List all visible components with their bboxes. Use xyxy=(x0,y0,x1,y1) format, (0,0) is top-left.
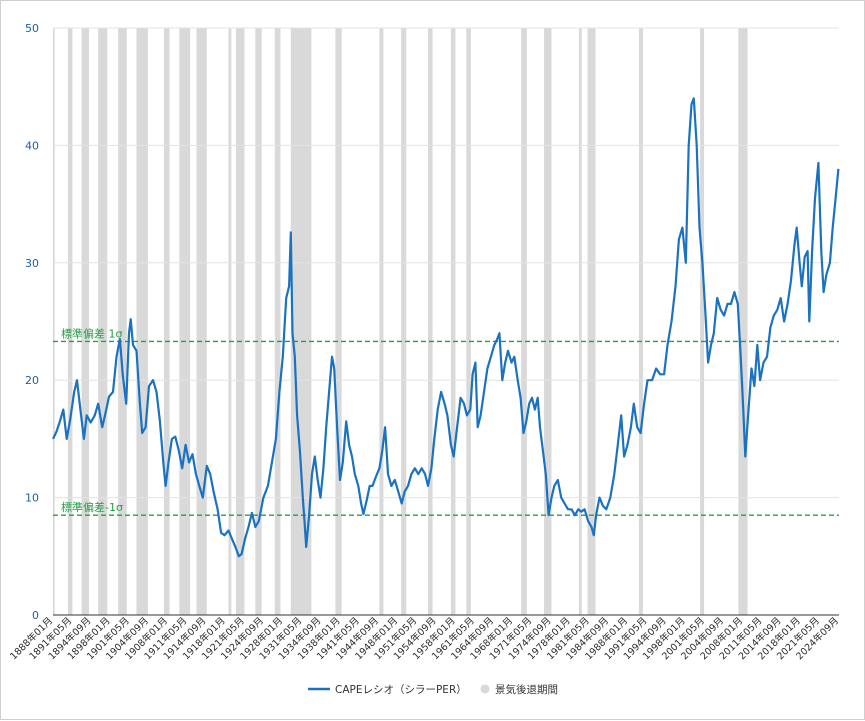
recession-band xyxy=(578,28,582,615)
reference-lines: 標準偏差 1σ 標準偏差-1σ xyxy=(53,326,839,516)
recession-band xyxy=(379,28,384,615)
y-tick-label: 30 xyxy=(25,257,39,270)
horizontal-gridlines xyxy=(53,27,839,616)
recession-band xyxy=(427,28,433,615)
legend-recession-label: 景気後退期間 xyxy=(495,683,558,696)
recession-band xyxy=(587,28,596,615)
recession-band xyxy=(118,28,127,615)
recession-band xyxy=(235,28,245,615)
recession-band xyxy=(335,28,342,615)
recession-band xyxy=(67,28,73,615)
recession-band xyxy=(196,28,207,615)
recession-bands xyxy=(53,28,748,615)
recession-band xyxy=(290,28,312,615)
recession-band xyxy=(274,28,281,615)
y-tick-label: 10 xyxy=(25,492,39,505)
recession-band xyxy=(401,28,407,615)
recession-band xyxy=(136,28,148,615)
recession-band xyxy=(521,28,527,615)
recession-band xyxy=(98,28,108,615)
recession-band xyxy=(255,28,262,615)
recession-band xyxy=(638,28,643,615)
recession-band xyxy=(163,28,170,615)
reference-line-label: 標準偏差 1σ xyxy=(61,326,122,340)
recession-band xyxy=(228,28,232,615)
recession-band xyxy=(450,28,456,615)
y-tick-label: 40 xyxy=(25,139,39,152)
series-line xyxy=(52,97,840,558)
series-layer xyxy=(52,97,840,558)
y-tick-label: 50 xyxy=(25,22,39,35)
recession-band xyxy=(53,28,55,615)
recession-band xyxy=(179,28,191,615)
recession-band xyxy=(466,28,471,615)
recession-band xyxy=(81,28,90,615)
recession-band xyxy=(700,28,705,615)
y-axis-ticks: 0 10 20 30 40 50 xyxy=(25,22,39,622)
y-tick-label: 20 xyxy=(25,374,39,387)
y-tick-label: 0 xyxy=(32,609,39,622)
legend: CAPEレシオ（シラーPER） 景気後退期間 xyxy=(308,683,558,696)
recession-band xyxy=(738,28,748,615)
legend-recession-swatch xyxy=(480,684,490,694)
recession-band xyxy=(544,28,552,615)
legend-series-label: CAPEレシオ（シラーPER） xyxy=(335,684,467,696)
reference-line-label: 標準偏差-1σ xyxy=(61,500,123,514)
x-axis-ticks: 1888年01月1891年05月1894年09月1898年01月1901年05月… xyxy=(8,615,842,663)
